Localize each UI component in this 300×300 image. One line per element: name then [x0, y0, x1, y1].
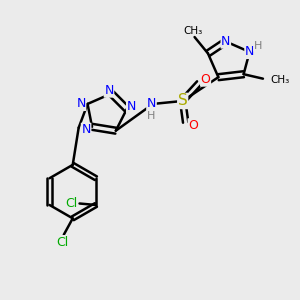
Text: S: S [178, 94, 188, 109]
Text: O: O [201, 73, 211, 86]
Text: CH₃: CH₃ [270, 75, 290, 85]
Text: N: N [245, 45, 254, 58]
Text: N: N [104, 84, 114, 97]
Text: N: N [147, 98, 156, 110]
Text: N: N [221, 35, 230, 48]
Text: H: H [147, 111, 156, 121]
Text: CH₃: CH₃ [184, 26, 203, 35]
Text: Cl: Cl [65, 197, 77, 210]
Text: N: N [76, 98, 86, 110]
Text: N: N [81, 123, 91, 136]
Text: H: H [254, 41, 262, 51]
Text: N: N [127, 100, 136, 113]
Text: Cl: Cl [56, 236, 68, 249]
Text: O: O [188, 119, 198, 132]
